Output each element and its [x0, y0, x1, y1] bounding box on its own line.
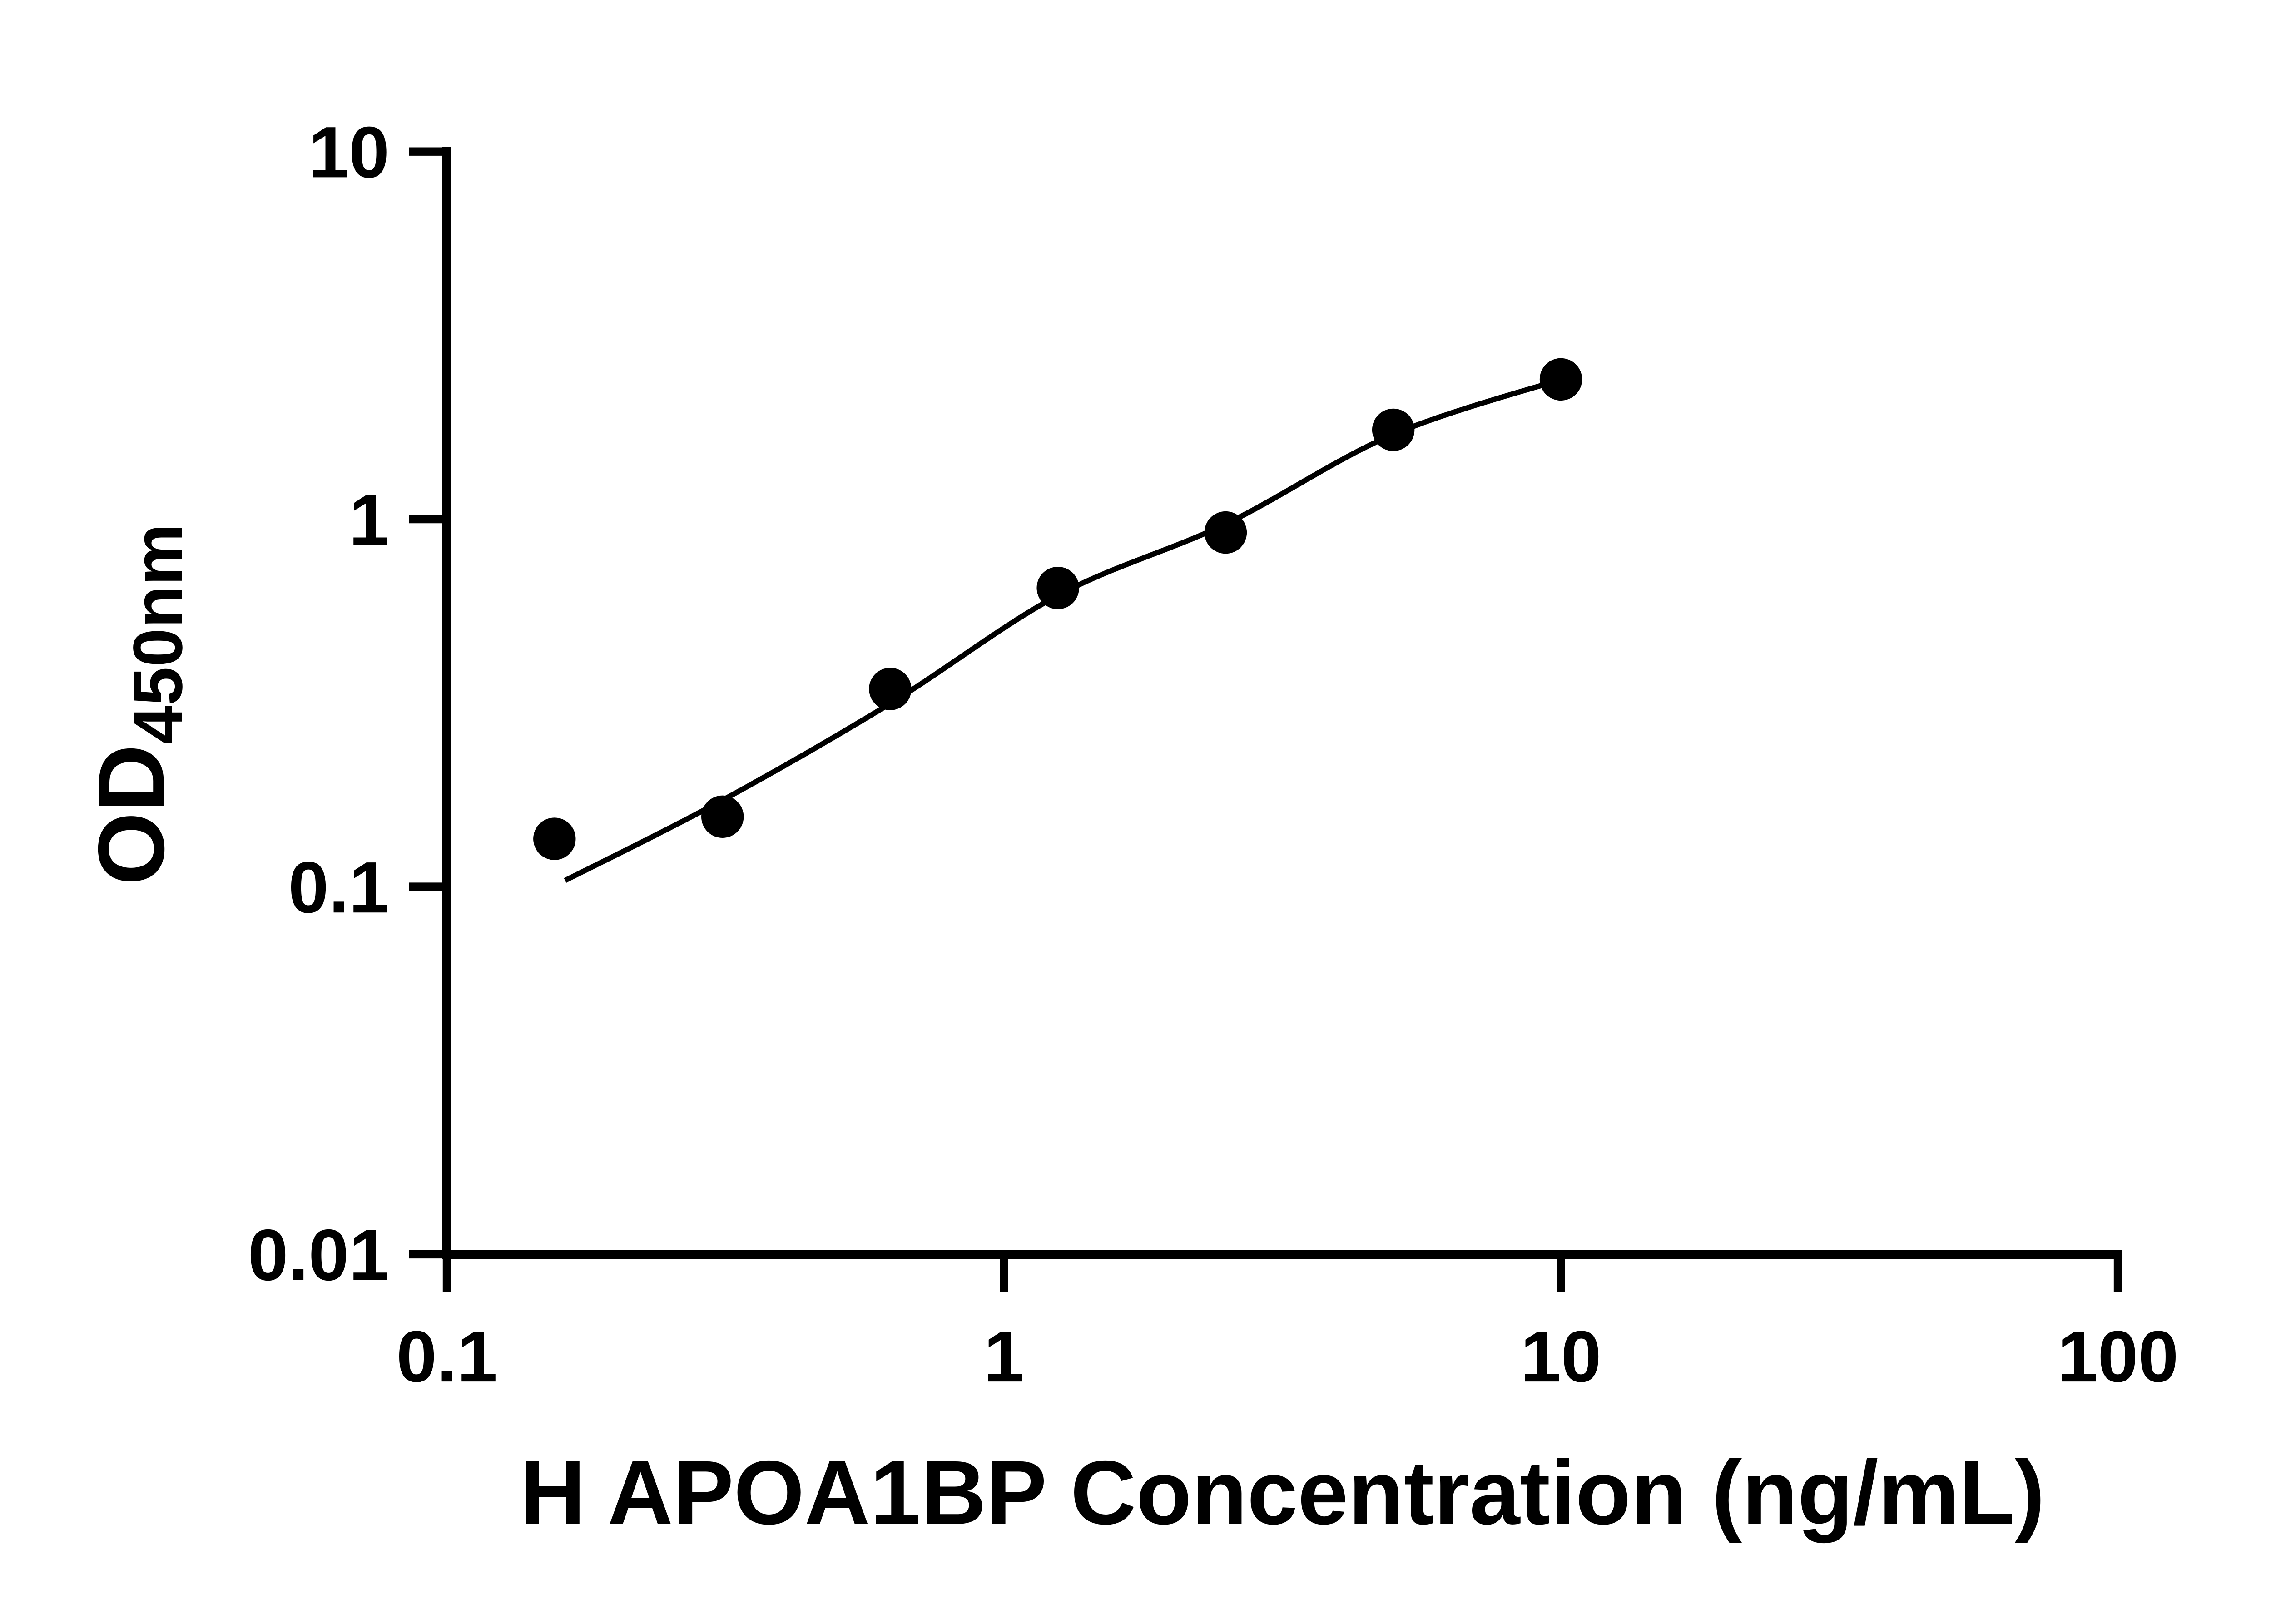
x-axis-title: H APOA1BP Concentration (ng/mL) [520, 1442, 2045, 1544]
data-point [1372, 408, 1415, 451]
data-point [533, 817, 576, 860]
y-axis-title: OD450nm [79, 524, 197, 885]
y-tick-label: 1 [349, 479, 389, 560]
x-tick-label: 10 [1521, 1316, 1602, 1397]
data-point [1539, 358, 1582, 401]
data-point [1036, 566, 1079, 609]
x-tick-label: 0.1 [397, 1316, 498, 1397]
y-tick-label: 0.01 [248, 1214, 390, 1296]
x-tick-label: 100 [2057, 1316, 2178, 1397]
x-tick-label: 1 [984, 1316, 1024, 1397]
data-point [869, 668, 912, 710]
data-point [1204, 511, 1247, 554]
y-tick-label: 0.1 [288, 847, 390, 928]
data-point [701, 795, 744, 838]
y-tick-label: 10 [308, 111, 389, 193]
